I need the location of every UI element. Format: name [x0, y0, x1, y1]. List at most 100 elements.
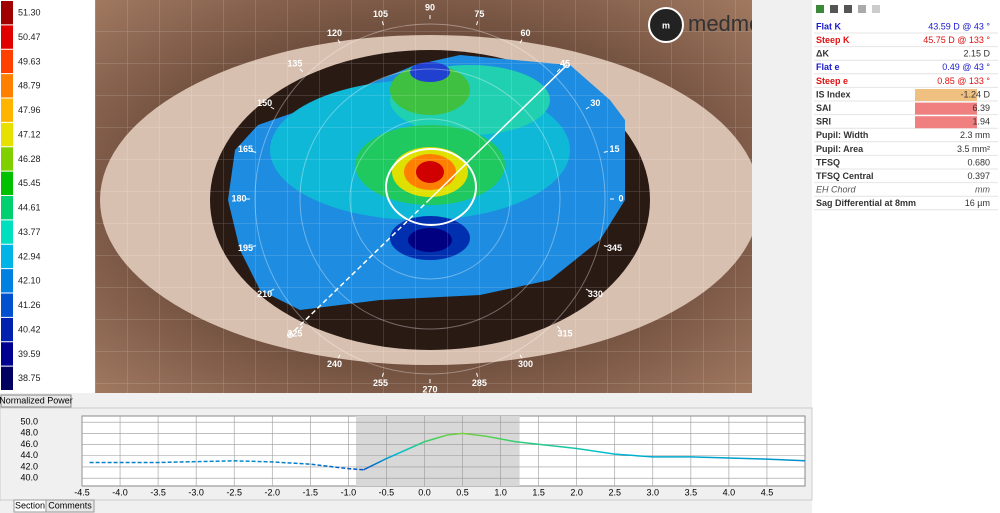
scale-swatch — [1, 25, 13, 49]
meridian-label: 315 — [558, 328, 573, 338]
meridian-label: 120 — [327, 28, 342, 38]
x-tick-label: -4.5 — [74, 487, 90, 497]
highlight-range — [355, 416, 520, 486]
meridian-label: 330 — [588, 289, 603, 299]
scale-swatch — [1, 317, 13, 342]
tab[interactable] — [45, 499, 95, 513]
index-label: SAI — [816, 103, 831, 113]
scale-swatch — [1, 98, 13, 122]
scale-swatch — [1, 196, 13, 220]
x-tick-label: 1.5 — [532, 487, 545, 497]
index-value: 43.59 D @ 43 ° — [928, 21, 990, 31]
scale-swatch — [1, 342, 13, 366]
y-tick-label: 40.0 — [20, 473, 38, 483]
x-tick-label: 2.5 — [608, 487, 621, 497]
index-label: Pupil: Area — [816, 144, 864, 154]
meridian-label: 240 — [327, 359, 342, 369]
index-label: Pupil: Width — [816, 130, 868, 140]
scale-label: 41.26 — [18, 300, 41, 310]
meridian-tick — [556, 68, 561, 73]
normalized-power-button[interactable] — [0, 394, 72, 408]
meridian-label: 180 — [231, 193, 246, 203]
x-tick-label: 4.5 — [761, 487, 774, 497]
meridian-tick — [299, 325, 304, 330]
scale-swatch — [1, 269, 13, 293]
meridian-tick — [381, 372, 384, 377]
meridian-label: 150 — [257, 98, 272, 108]
scale-swatch — [1, 74, 13, 98]
meridian-tick — [603, 150, 608, 153]
y-tick-label: 46.0 — [20, 439, 38, 449]
index-value: 0.680 — [967, 157, 990, 167]
button-label[interactable]: Normalized Power — [0, 395, 73, 405]
scale-label: 51.30 — [18, 8, 41, 18]
x-tick-label: -2.5 — [226, 487, 242, 497]
scale-label: 47.12 — [18, 129, 41, 139]
scale-swatch — [1, 293, 13, 317]
svg-text:m: m — [662, 20, 670, 30]
index-value: 6.39 — [972, 103, 990, 113]
index-label: TFSQ Central — [816, 171, 874, 181]
scale-label: 49.63 — [18, 56, 41, 66]
meridian-tick — [556, 325, 561, 330]
x-tick-label: -3.0 — [188, 487, 204, 497]
meridian-label: 60 — [520, 28, 530, 38]
y-tick-label: 42.0 — [20, 461, 38, 471]
profile-line — [89, 460, 364, 471]
indices-panel — [812, 0, 1000, 513]
meridian-tick — [585, 288, 590, 292]
scale-label: 47.96 — [18, 105, 41, 115]
x-tick-label: -2.0 — [265, 487, 281, 497]
x-tick-label: -1.0 — [341, 487, 357, 497]
meridian-label: 15 — [609, 144, 619, 154]
meridian-tick — [519, 354, 523, 359]
index-value: 2.15 D — [963, 49, 990, 59]
meridian-tick — [252, 245, 257, 248]
eye-image: m — [95, 0, 760, 393]
scale-swatch — [1, 244, 13, 269]
meridian-label: 300 — [518, 359, 533, 369]
index-label: Steep e — [816, 76, 848, 86]
index-value: mm — [975, 185, 990, 195]
meridian-tick — [337, 39, 341, 44]
scale-swatch — [1, 366, 13, 390]
x-tick-label: 3.5 — [685, 487, 698, 497]
index-value: 45.75 D @ 133 ° — [923, 35, 990, 45]
scale-label: 50.47 — [18, 32, 41, 42]
index-value: -1.24 D — [960, 89, 990, 99]
scale-label: 45.45 — [18, 178, 41, 188]
value-highlight — [915, 102, 977, 115]
scale-panel — [0, 0, 95, 393]
meridian-tick — [270, 106, 275, 110]
profile-line — [363, 432, 806, 471]
scale-swatch — [1, 220, 13, 244]
scale-label: 44.61 — [18, 203, 41, 213]
meridian-label: 0 — [618, 193, 623, 203]
x-tick-label: 1.0 — [494, 487, 507, 497]
y-tick-label: 48.0 — [20, 428, 38, 438]
index-value: 0.85 @ 133 ° — [937, 76, 990, 86]
scale-swatch — [1, 171, 13, 195]
x-tick-label: 0.5 — [456, 487, 469, 497]
meridian-tick — [519, 39, 523, 44]
scale-swatch — [1, 1, 13, 25]
tab-label[interactable]: Comments — [48, 500, 92, 510]
value-highlight — [915, 89, 977, 101]
x-tick-label: 2.0 — [570, 487, 583, 497]
scale-label: 39.59 — [18, 349, 41, 359]
meridian-label: 135 — [287, 58, 302, 68]
meridian-tick — [337, 354, 341, 359]
index-label: Flat e — [816, 62, 840, 72]
toolbar[interactable] — [816, 5, 880, 13]
meridian-tick — [476, 372, 479, 377]
x-tick-label: 3.0 — [647, 487, 660, 497]
scale-label: 48.79 — [18, 81, 41, 91]
value-highlight — [915, 116, 977, 129]
index-label: SRI — [816, 117, 831, 127]
gap — [752, 0, 812, 405]
meridian-tick — [585, 106, 590, 110]
index-label: ΔK — [816, 49, 829, 59]
tab-label[interactable]: Section — [15, 500, 45, 510]
scale-label: 46.28 — [18, 154, 41, 164]
